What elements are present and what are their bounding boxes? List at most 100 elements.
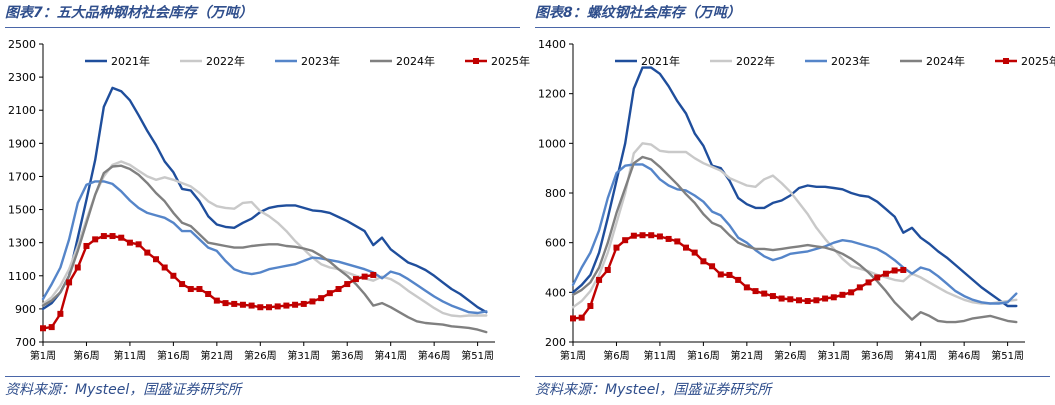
y-tick-label: 1300 bbox=[8, 237, 36, 250]
data-point bbox=[743, 284, 750, 291]
y-tick-label: 800 bbox=[545, 187, 566, 200]
y-tick-label: 600 bbox=[545, 237, 566, 250]
data-point bbox=[639, 232, 646, 239]
chart-title: 图表7：五大品种钢材社会库存（万吨） bbox=[5, 5, 253, 21]
data-point bbox=[74, 264, 81, 271]
data-point bbox=[57, 310, 64, 317]
x-tick-label: 第21周 bbox=[200, 349, 233, 362]
data-point bbox=[865, 279, 872, 286]
data-point bbox=[274, 303, 281, 310]
y-tick-label: 1200 bbox=[538, 88, 566, 101]
data-point bbox=[813, 297, 820, 304]
data-point bbox=[83, 242, 90, 249]
data-point bbox=[596, 276, 603, 283]
series-line-2022年 bbox=[41, 160, 488, 318]
data-point bbox=[822, 295, 829, 302]
data-point bbox=[691, 249, 698, 256]
data-point bbox=[882, 270, 889, 277]
title-rule bbox=[535, 27, 1050, 28]
data-point bbox=[735, 276, 742, 283]
x-tick-label: 第1周 bbox=[560, 349, 586, 362]
chart-panel-left: 图表7：五大品种钢材社会库存（万吨） 700 900 1100 1300 1500 170… bbox=[5, 0, 530, 405]
chart-source: 资料来源：Mysteel，国盛证券研究所 bbox=[5, 382, 242, 398]
series-line-2024年 bbox=[41, 164, 488, 334]
legend-label: 2022年 bbox=[206, 54, 245, 68]
data-point bbox=[231, 300, 238, 307]
y-tick-label: 200 bbox=[545, 336, 566, 349]
data-point bbox=[830, 294, 837, 301]
x-tick-label: 第41周 bbox=[374, 349, 407, 362]
data-point bbox=[674, 238, 681, 245]
x-tick-label: 第36周 bbox=[861, 349, 894, 362]
x-tick-label: 第31周 bbox=[287, 349, 320, 362]
legend-marker bbox=[1003, 58, 1009, 64]
data-point bbox=[778, 295, 785, 302]
x-tick-label: 第51周 bbox=[991, 349, 1024, 362]
data-point bbox=[752, 288, 759, 295]
x-tick-label: 第46周 bbox=[948, 349, 981, 362]
series-line-2021年 bbox=[571, 66, 1018, 308]
legend-label: 2021年 bbox=[641, 54, 680, 68]
data-point bbox=[726, 271, 733, 278]
y-tick-label: 2300 bbox=[8, 71, 36, 84]
data-point bbox=[344, 281, 351, 288]
legend-label: 2021年 bbox=[111, 54, 150, 68]
data-point bbox=[144, 249, 151, 256]
data-point bbox=[318, 295, 325, 302]
data-point bbox=[222, 300, 229, 307]
series-line-2022年 bbox=[571, 142, 1018, 309]
series-line-2023年 bbox=[41, 180, 488, 315]
data-point bbox=[848, 289, 855, 296]
data-point bbox=[370, 271, 377, 278]
data-point bbox=[656, 233, 663, 240]
source-rule bbox=[535, 376, 1050, 377]
data-point bbox=[630, 232, 637, 239]
y-tick-label: 900 bbox=[15, 303, 36, 316]
x-tick-label: 第31周 bbox=[817, 349, 850, 362]
data-point bbox=[300, 300, 307, 307]
data-point bbox=[665, 235, 672, 242]
data-point bbox=[239, 301, 246, 308]
data-point bbox=[326, 290, 333, 297]
data-point bbox=[48, 324, 55, 331]
source-rule bbox=[5, 376, 520, 377]
chart-source: 资料来源：Mysteel，国盛证券研究所 bbox=[535, 382, 772, 398]
data-point bbox=[170, 272, 177, 279]
data-point bbox=[118, 234, 125, 241]
legend-marker bbox=[473, 58, 479, 64]
data-point bbox=[205, 290, 212, 297]
series-line-2023年 bbox=[571, 163, 1018, 305]
data-point bbox=[153, 256, 159, 263]
legend-label: 2025年 bbox=[1021, 54, 1055, 68]
x-tick-label: 第11周 bbox=[644, 349, 677, 362]
data-point bbox=[283, 302, 290, 309]
data-point bbox=[622, 237, 629, 244]
data-point bbox=[761, 290, 768, 297]
data-point bbox=[717, 271, 724, 278]
data-point bbox=[613, 244, 620, 251]
data-point bbox=[839, 291, 846, 298]
series-line-2025年 bbox=[41, 234, 375, 330]
x-tick-label: 第41周 bbox=[904, 349, 937, 362]
x-tick-label: 第1周 bbox=[30, 349, 56, 362]
data-point bbox=[196, 286, 203, 293]
data-point bbox=[248, 302, 255, 309]
y-tick-label: 1700 bbox=[8, 170, 36, 183]
x-tick-label: 第11周 bbox=[114, 349, 147, 362]
y-tick-label: 1400 bbox=[538, 38, 566, 51]
data-point bbox=[891, 267, 898, 274]
legend-label: 2024年 bbox=[926, 54, 965, 68]
x-tick-label: 第46周 bbox=[418, 349, 451, 362]
legend-label: 2023年 bbox=[301, 54, 340, 68]
data-point bbox=[100, 233, 107, 240]
data-point bbox=[578, 314, 585, 321]
x-tick-label: 第26周 bbox=[774, 349, 807, 362]
y-tick-label: 1000 bbox=[538, 137, 566, 150]
x-tick-label: 第21周 bbox=[730, 349, 763, 362]
data-point bbox=[109, 233, 116, 240]
data-point bbox=[352, 276, 359, 283]
data-point bbox=[257, 304, 264, 311]
x-tick-label: 第26周 bbox=[244, 349, 277, 362]
legend-label: 2023年 bbox=[831, 54, 870, 68]
